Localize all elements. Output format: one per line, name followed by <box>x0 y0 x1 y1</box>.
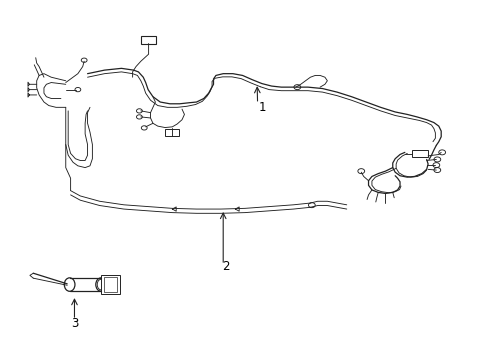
Ellipse shape <box>97 279 105 290</box>
Text: 1: 1 <box>258 101 266 114</box>
Bar <box>412 150 428 157</box>
Bar <box>101 275 120 294</box>
Bar <box>141 36 156 44</box>
Ellipse shape <box>64 278 75 291</box>
Text: 2: 2 <box>222 260 229 273</box>
Bar <box>165 129 179 136</box>
Ellipse shape <box>96 278 106 291</box>
Bar <box>103 278 117 292</box>
Text: 3: 3 <box>71 317 78 330</box>
